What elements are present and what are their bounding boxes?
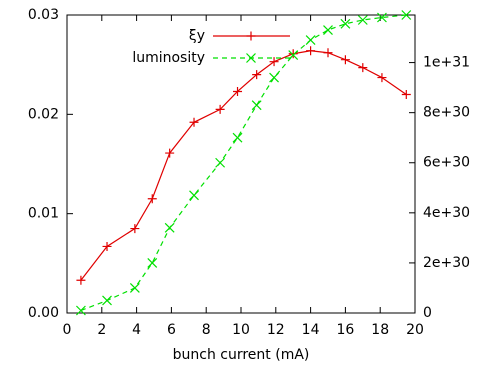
- marker: [246, 31, 256, 41]
- x-tick-label: 6: [167, 322, 176, 338]
- x-tick-label: 0: [63, 322, 72, 338]
- marker: [251, 100, 262, 111]
- marker: [252, 70, 262, 80]
- series-line: [80, 14, 407, 312]
- marker: [323, 48, 333, 58]
- marker: [215, 157, 226, 168]
- marker: [76, 275, 86, 285]
- marker: [246, 53, 256, 63]
- x-axis-label: bunch current (mA): [173, 347, 310, 363]
- marker: [401, 10, 412, 20]
- marker: [215, 104, 225, 114]
- x-tick-label: 10: [232, 322, 250, 338]
- marker: [165, 148, 175, 158]
- x-tick-label: 4: [132, 322, 141, 338]
- marker: [189, 117, 199, 127]
- y-tick-label: 0.00: [28, 305, 59, 321]
- marker: [358, 63, 368, 73]
- plot-frame: [66, 14, 416, 314]
- y2-tick-label: 8e+30: [423, 105, 470, 121]
- marker: [305, 35, 316, 45]
- marker: [164, 222, 175, 233]
- marker: [269, 72, 279, 83]
- x-tick-label: 8: [202, 322, 211, 338]
- marker: [232, 132, 243, 143]
- marker: [233, 86, 243, 96]
- marker: [102, 241, 112, 251]
- marker: [269, 57, 279, 67]
- series-line: [80, 50, 407, 281]
- marker: [147, 194, 157, 204]
- marker: [357, 15, 368, 25]
- marker: [377, 12, 387, 23]
- marker: [102, 295, 112, 306]
- x-tick-label: 12: [267, 322, 285, 338]
- y2-tick-label: 4e+30: [423, 205, 470, 221]
- marker: [129, 283, 140, 293]
- y-tick-label: 0.03: [28, 7, 59, 23]
- marker: [288, 50, 299, 60]
- x-tick-label: 2: [97, 322, 106, 338]
- y-tick-label: 0.01: [28, 206, 59, 222]
- legend-label: ξy: [189, 28, 205, 44]
- marker: [323, 25, 333, 35]
- y2-tick-label: 6e+30: [423, 155, 470, 171]
- marker: [401, 89, 411, 99]
- y2-tick-label: 2e+30: [423, 255, 470, 271]
- marker: [340, 55, 350, 65]
- x-tick-label: 20: [406, 322, 424, 338]
- y2-tick-label: 0: [423, 305, 432, 321]
- marker: [147, 257, 158, 268]
- marker: [189, 190, 199, 201]
- x-tick-label: 18: [371, 322, 389, 338]
- x-tick-label: 14: [302, 322, 320, 338]
- y2-tick-label: 1e+31: [423, 55, 470, 71]
- x-tick-label: 16: [336, 322, 354, 338]
- marker: [75, 305, 86, 316]
- legend-label: luminosity: [132, 50, 205, 66]
- marker: [288, 49, 298, 59]
- marker: [377, 73, 387, 83]
- marker: [306, 46, 316, 56]
- marker: [340, 18, 351, 29]
- y-tick-label: 0.02: [28, 106, 59, 122]
- marker: [130, 224, 140, 234]
